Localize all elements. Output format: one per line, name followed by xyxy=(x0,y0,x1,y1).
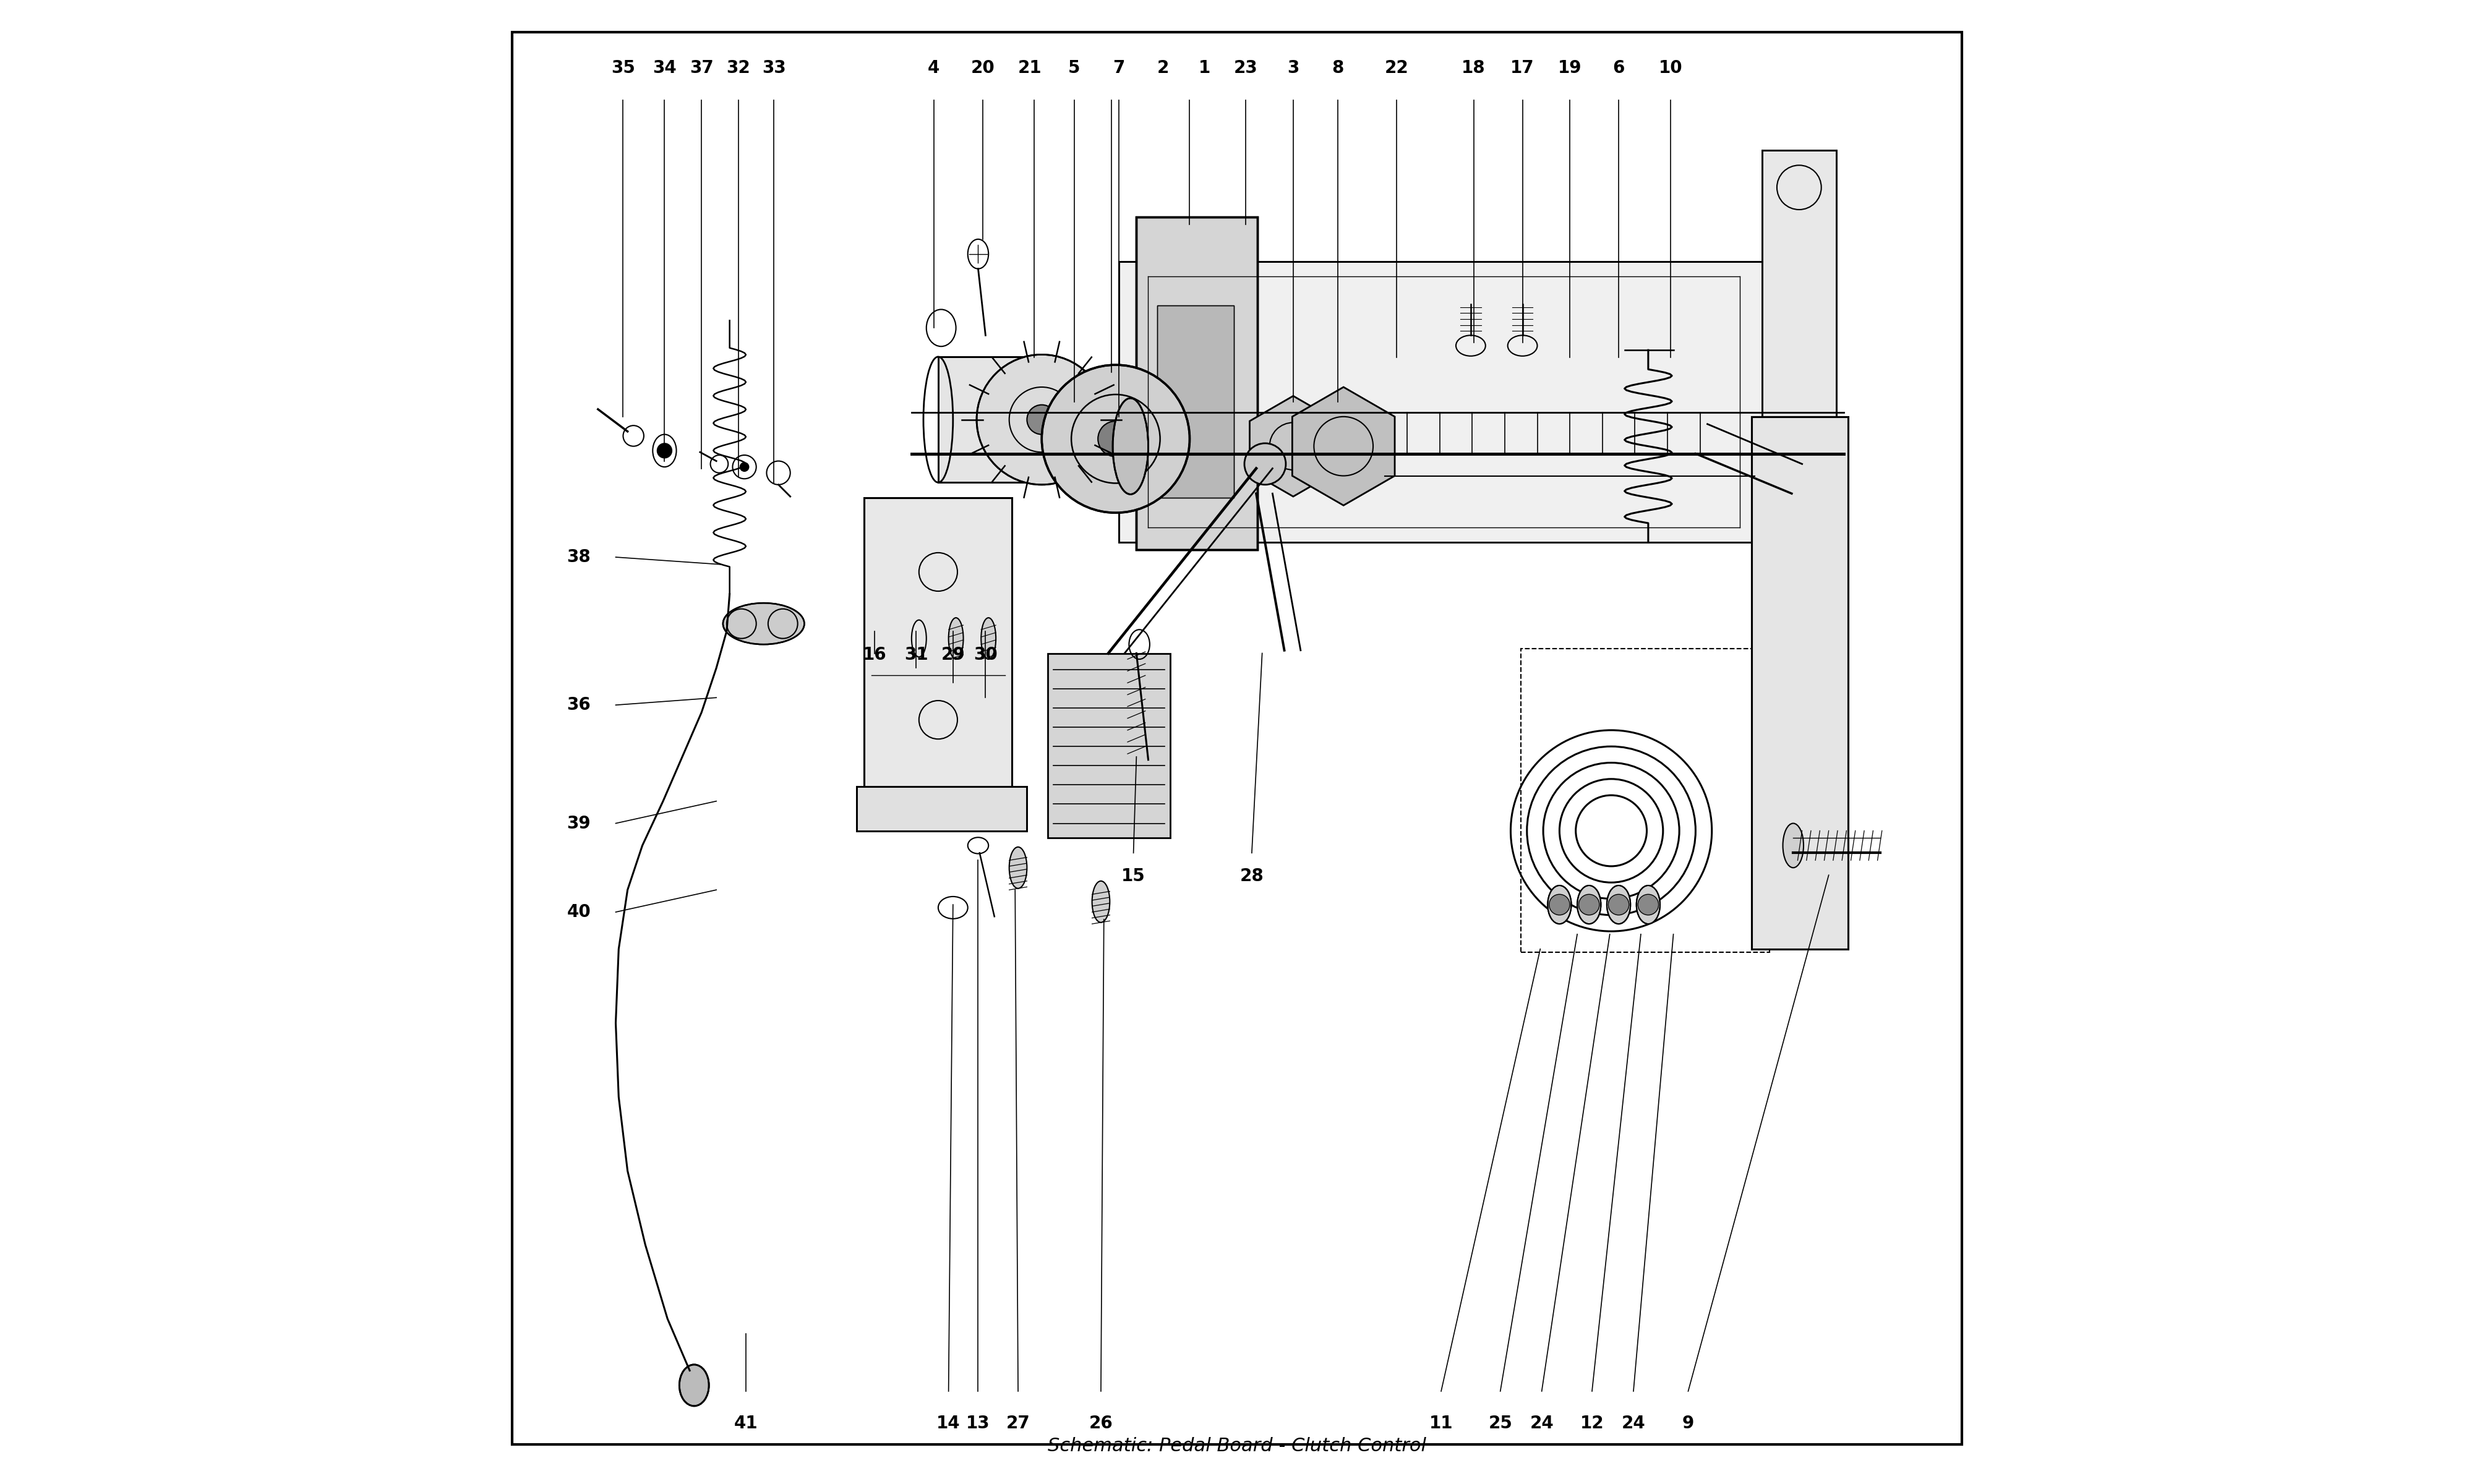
Text: 40: 40 xyxy=(567,904,591,920)
Text: 1: 1 xyxy=(1197,59,1210,77)
Bar xyxy=(1118,261,1769,542)
Ellipse shape xyxy=(1578,886,1601,925)
Circle shape xyxy=(658,444,673,459)
Text: 20: 20 xyxy=(970,59,995,77)
Text: 8: 8 xyxy=(1331,59,1343,77)
Bar xyxy=(856,787,1027,831)
Ellipse shape xyxy=(982,617,997,659)
Text: 4: 4 xyxy=(928,59,940,77)
Bar xyxy=(1158,306,1235,499)
Text: 23: 23 xyxy=(1235,59,1257,77)
Text: 34: 34 xyxy=(653,59,675,77)
Text: 22: 22 xyxy=(1385,59,1408,77)
Text: 41: 41 xyxy=(735,1414,757,1432)
Circle shape xyxy=(740,463,750,472)
Text: Schematic: Pedal Board - Clutch Control: Schematic: Pedal Board - Clutch Control xyxy=(1047,1437,1425,1454)
Text: 16: 16 xyxy=(863,646,886,663)
Bar xyxy=(1136,217,1257,549)
Text: 24: 24 xyxy=(1620,1414,1645,1432)
Ellipse shape xyxy=(1091,881,1111,923)
Text: 2: 2 xyxy=(1158,59,1170,77)
Polygon shape xyxy=(1047,653,1170,838)
Bar xyxy=(1752,417,1848,950)
Text: 36: 36 xyxy=(567,696,591,714)
Text: 5: 5 xyxy=(1069,59,1081,77)
Bar xyxy=(1752,417,1848,950)
Text: 15: 15 xyxy=(1121,868,1145,884)
Ellipse shape xyxy=(948,617,962,659)
Bar xyxy=(938,356,1042,482)
Text: 19: 19 xyxy=(1559,59,1581,77)
Circle shape xyxy=(1027,405,1056,435)
Text: 13: 13 xyxy=(967,1414,990,1432)
Circle shape xyxy=(977,355,1106,485)
Text: 26: 26 xyxy=(1089,1414,1113,1432)
Ellipse shape xyxy=(1549,886,1571,925)
Circle shape xyxy=(1244,444,1286,485)
Text: 31: 31 xyxy=(903,646,928,663)
Text: 10: 10 xyxy=(1658,59,1682,77)
Text: 37: 37 xyxy=(690,59,713,77)
Polygon shape xyxy=(1291,387,1395,506)
Bar xyxy=(863,499,1012,794)
Ellipse shape xyxy=(1009,847,1027,889)
Text: 12: 12 xyxy=(1581,1414,1603,1432)
Text: 32: 32 xyxy=(727,59,750,77)
Text: 21: 21 xyxy=(1017,59,1042,77)
Ellipse shape xyxy=(1113,398,1148,494)
Text: 18: 18 xyxy=(1462,59,1484,77)
Text: 17: 17 xyxy=(1512,59,1534,77)
Circle shape xyxy=(1608,895,1628,916)
Ellipse shape xyxy=(1606,886,1630,925)
Bar xyxy=(1158,306,1235,499)
Text: 6: 6 xyxy=(1613,59,1625,77)
Circle shape xyxy=(1578,895,1598,916)
Bar xyxy=(1761,150,1836,594)
Circle shape xyxy=(1549,895,1571,916)
Bar xyxy=(1761,150,1836,594)
Polygon shape xyxy=(1249,396,1336,497)
Text: 25: 25 xyxy=(1489,1414,1512,1432)
Bar xyxy=(1118,261,1769,542)
Text: 7: 7 xyxy=(1113,59,1126,77)
Text: 3: 3 xyxy=(1286,59,1299,77)
Circle shape xyxy=(1638,895,1658,916)
Bar xyxy=(863,499,1012,794)
Ellipse shape xyxy=(1635,886,1660,925)
Ellipse shape xyxy=(722,603,804,644)
Bar xyxy=(1136,217,1257,549)
Text: 38: 38 xyxy=(567,549,591,565)
Text: 39: 39 xyxy=(567,815,591,833)
Ellipse shape xyxy=(1784,824,1804,868)
Ellipse shape xyxy=(1781,454,1823,513)
Text: 27: 27 xyxy=(1007,1414,1029,1432)
Text: 30: 30 xyxy=(975,646,997,663)
Text: 11: 11 xyxy=(1430,1414,1452,1432)
Text: 28: 28 xyxy=(1239,868,1264,884)
Ellipse shape xyxy=(680,1365,710,1405)
Bar xyxy=(856,787,1027,831)
Text: 14: 14 xyxy=(938,1414,960,1432)
Text: 9: 9 xyxy=(1682,1414,1695,1432)
Circle shape xyxy=(1042,365,1190,513)
Text: 33: 33 xyxy=(762,59,787,77)
Text: 35: 35 xyxy=(611,59,636,77)
Bar xyxy=(1522,649,1769,953)
Text: 24: 24 xyxy=(1529,1414,1554,1432)
Text: 29: 29 xyxy=(940,646,965,663)
Bar xyxy=(938,356,1042,482)
Circle shape xyxy=(1098,421,1133,457)
